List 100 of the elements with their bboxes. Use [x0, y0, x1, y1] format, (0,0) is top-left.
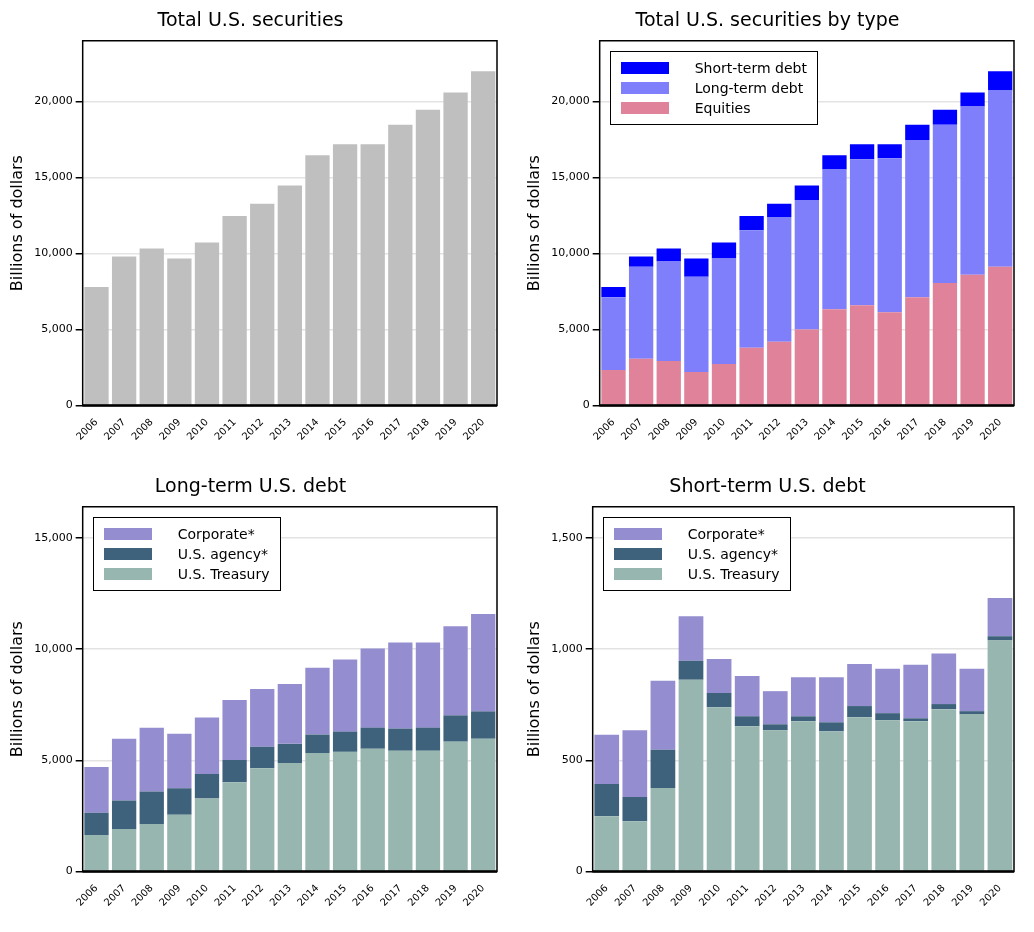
bar [628, 266, 654, 359]
chart-title: Total U.S. securities [156, 8, 344, 31]
bar [471, 738, 496, 871]
bar [734, 726, 760, 871]
bar [84, 812, 109, 836]
legend-label: Corporate* [177, 525, 255, 542]
y-tick-label: 0 [65, 864, 73, 878]
bar [305, 734, 330, 753]
bar [684, 372, 709, 405]
y-tick-label: 0 [65, 398, 73, 412]
y-axis-title: Billions of dollars [523, 155, 543, 292]
bar [822, 155, 847, 170]
bar [167, 788, 192, 815]
y-tick-label: 10,000 [34, 641, 73, 655]
bar [819, 722, 844, 732]
bar [959, 668, 985, 712]
bar [790, 716, 816, 722]
bar [628, 358, 654, 405]
y-tick-label: 20,000 [34, 94, 73, 108]
y-tick-label: 5,000 [558, 322, 590, 336]
bar [794, 199, 819, 330]
bar [877, 312, 902, 405]
bar [222, 216, 247, 405]
bar [360, 727, 385, 749]
bar [594, 734, 620, 784]
legend-label: Equities [694, 99, 751, 116]
bar [706, 692, 732, 708]
bar [988, 266, 1013, 405]
bar [277, 185, 302, 405]
bar [877, 158, 902, 313]
bar [960, 106, 985, 275]
bar [360, 144, 385, 405]
bar [734, 716, 760, 727]
y-tick-label: 20,000 [551, 94, 590, 108]
bar [960, 274, 985, 405]
bar [415, 750, 441, 871]
bar [847, 706, 872, 718]
y-tick-label: 500 [561, 753, 583, 767]
bar [960, 92, 985, 107]
bar [222, 782, 247, 871]
bar [875, 668, 900, 714]
bar [222, 700, 247, 760]
bar [711, 242, 737, 259]
bar [84, 767, 109, 813]
bar [139, 248, 164, 405]
bar [762, 724, 788, 731]
bar [849, 159, 875, 306]
bar [415, 109, 441, 405]
y-tick-label: 0 [575, 864, 583, 878]
bar [443, 626, 468, 716]
bar [601, 297, 626, 371]
bar [622, 730, 648, 798]
bar [678, 616, 704, 661]
bar [415, 727, 441, 751]
bar [905, 297, 930, 405]
legend-label: Long-term debt [694, 79, 804, 96]
chart-title: Short-term U.S. debt [669, 474, 866, 497]
bar [194, 798, 220, 871]
bar [931, 653, 957, 705]
bar [903, 721, 929, 871]
bar [706, 707, 732, 871]
bar [767, 203, 792, 218]
bar [931, 709, 957, 871]
legend-label: U.S. agency* [177, 545, 269, 562]
bar [678, 660, 704, 680]
bar [84, 286, 109, 405]
bar [794, 185, 819, 200]
bar [932, 282, 958, 405]
bar [988, 90, 1013, 267]
bar [739, 347, 764, 405]
bar [250, 768, 275, 871]
chart-title: Long-term U.S. debt [154, 474, 347, 497]
bar [111, 829, 137, 871]
bar [847, 717, 872, 871]
bar [167, 814, 192, 871]
bar [471, 613, 496, 712]
bar [471, 711, 496, 739]
bar [622, 797, 648, 822]
y-tick-label: 10,000 [34, 246, 73, 260]
bar [905, 124, 930, 141]
bar [762, 730, 788, 871]
bar [277, 684, 302, 744]
bar [678, 679, 704, 871]
y-tick-label: 15,000 [551, 170, 590, 184]
bar [111, 256, 137, 405]
bar [167, 733, 192, 789]
bar [388, 750, 413, 871]
bar [875, 720, 900, 871]
bar [594, 816, 620, 871]
bar [903, 718, 929, 722]
bar [111, 738, 137, 801]
bar [790, 677, 816, 717]
bar [932, 109, 958, 125]
bar [734, 676, 760, 717]
bar [822, 309, 847, 405]
bar [167, 258, 192, 405]
bar [739, 216, 764, 231]
bar [601, 286, 626, 298]
bar [706, 658, 732, 693]
bar [277, 743, 302, 763]
